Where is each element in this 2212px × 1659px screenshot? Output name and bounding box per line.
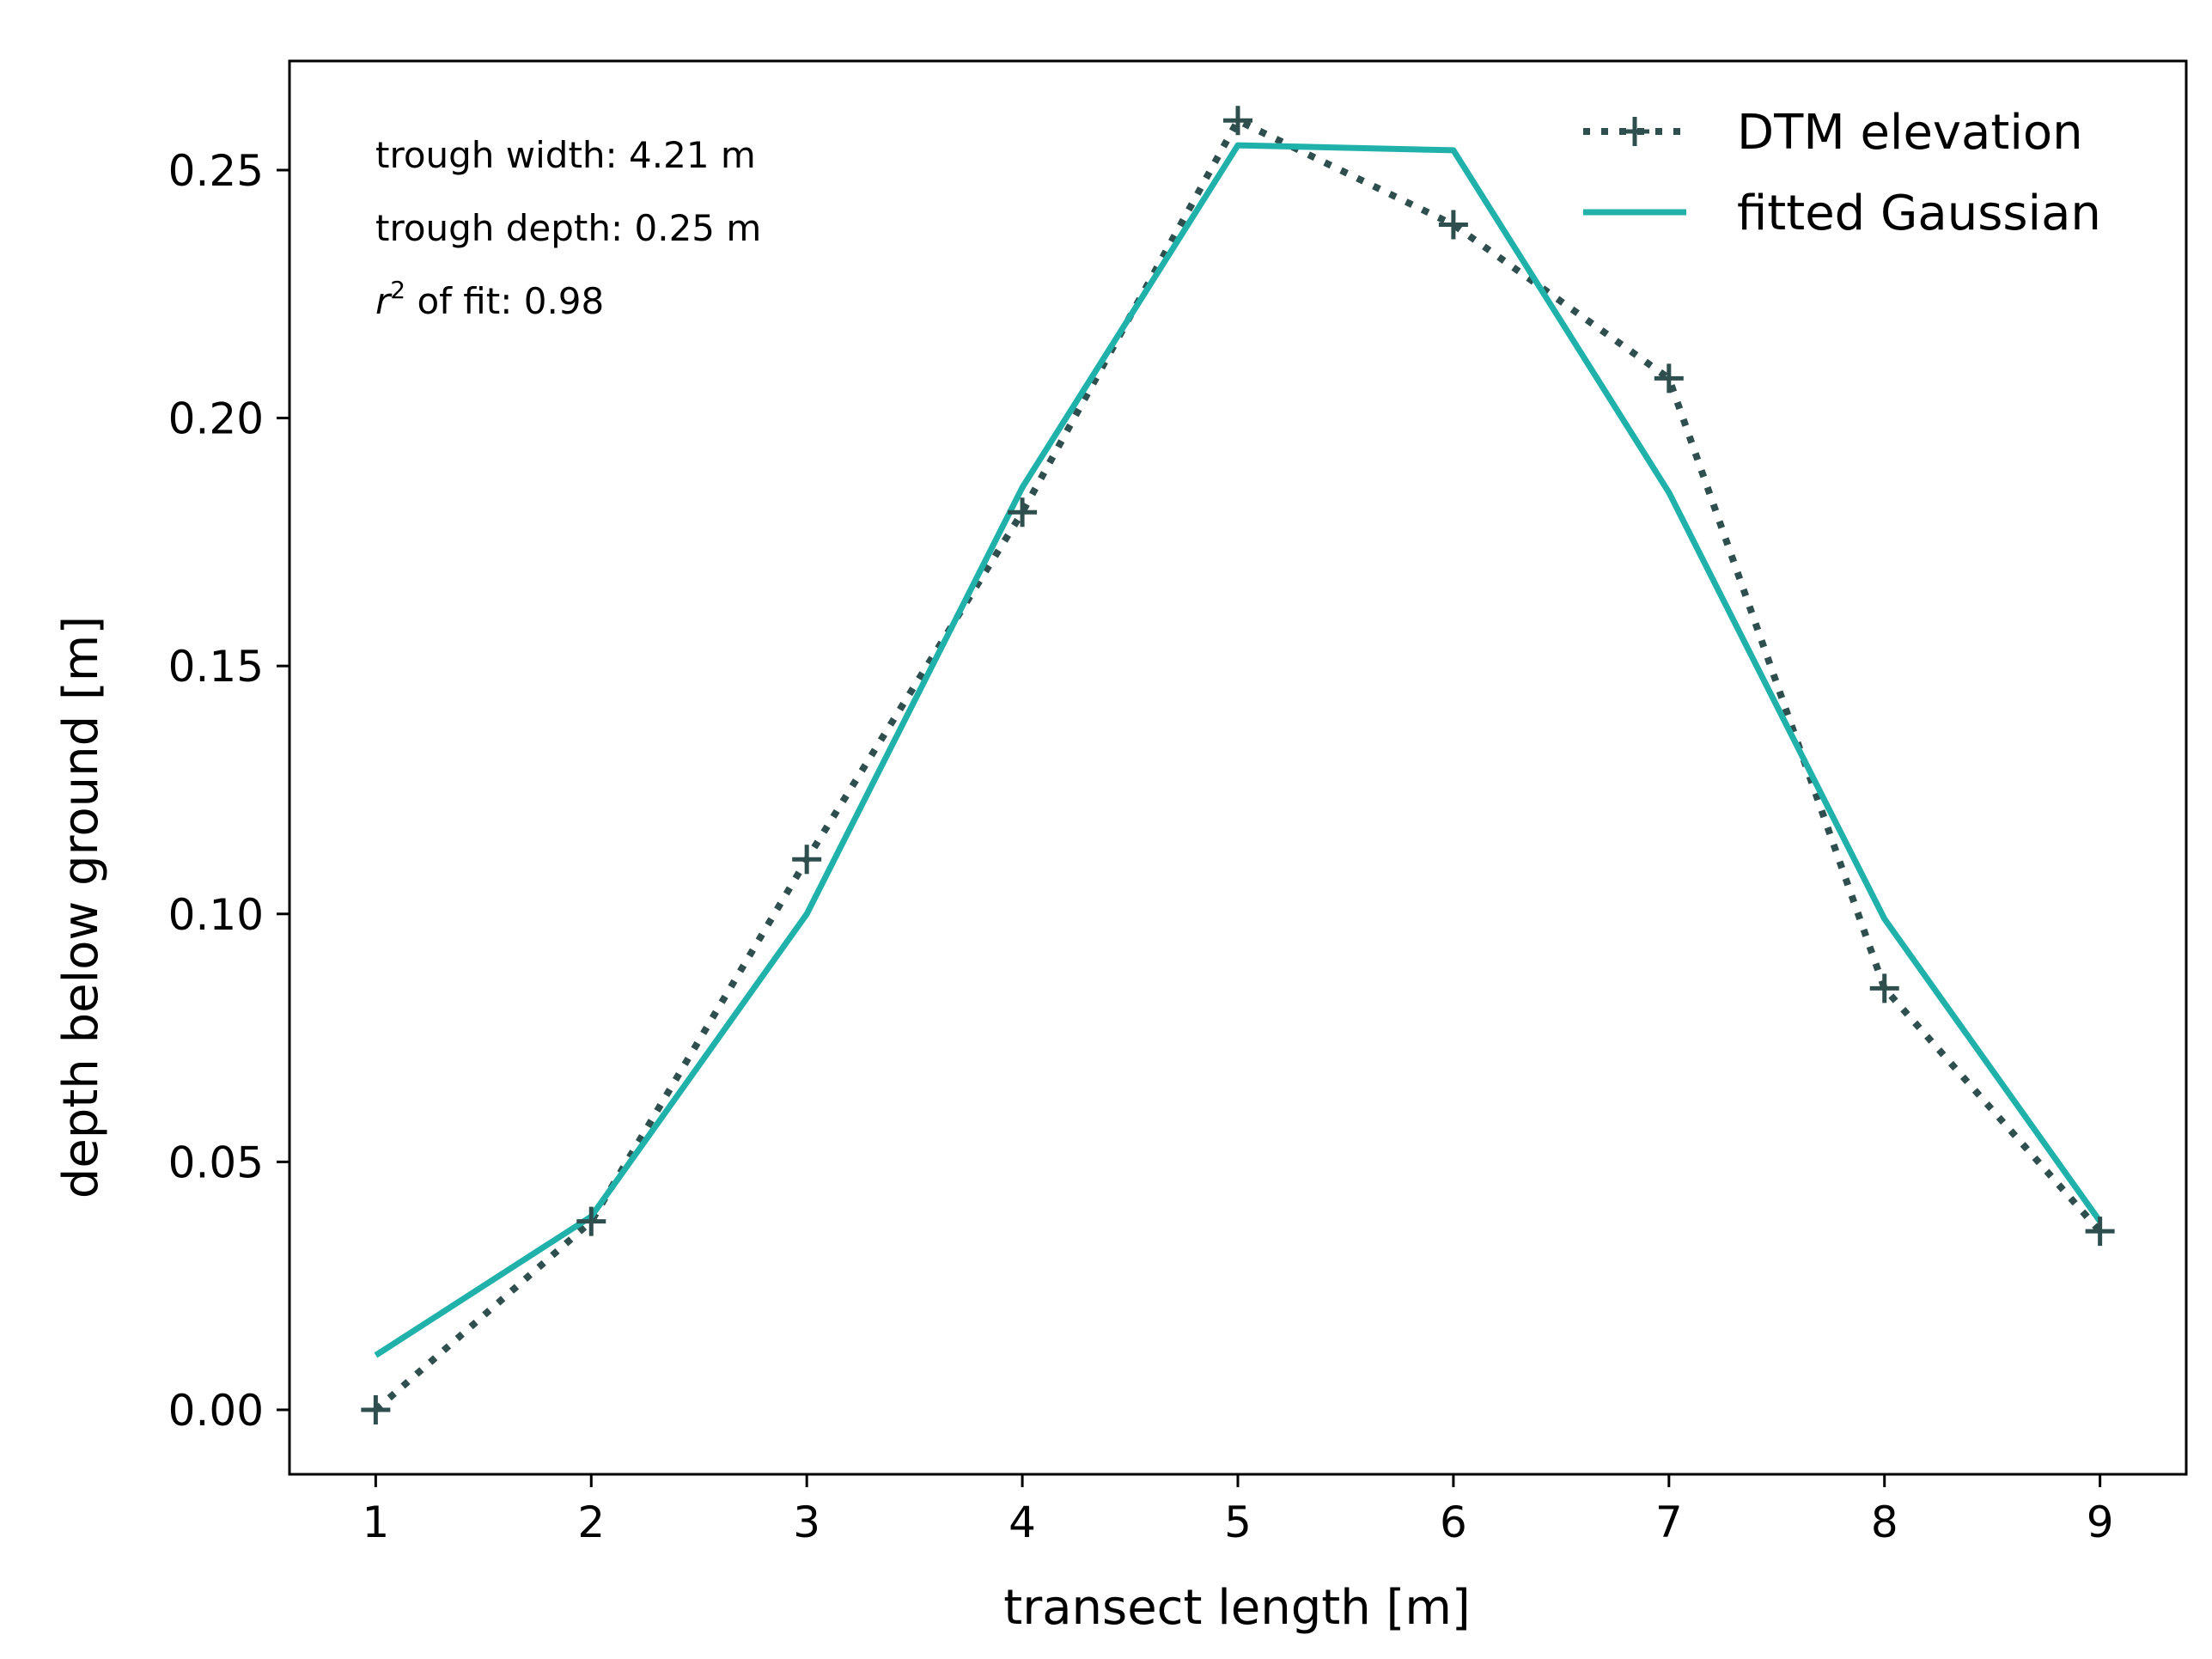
legend: DTM elevation fitted Gaussian <box>1583 105 2101 241</box>
legend-marker-dtm <box>1620 117 1649 146</box>
plot-layer <box>361 106 2115 1424</box>
x-tick-label: 4 <box>1009 1497 1036 1547</box>
axes-layer: 1 2 3 4 5 6 7 8 9 0.00 0.05 0.10 0.15 0.20 0.25 <box>168 59 2188 1547</box>
x-tick-label: 7 <box>1655 1497 1683 1547</box>
x-axis-label: transect length [m] <box>1003 1580 1471 1636</box>
x-tick-label: 9 <box>2087 1497 2114 1547</box>
r2-exponent: 2 <box>390 276 405 304</box>
y-axis-label: depth below ground [m] <box>53 616 109 1199</box>
series-line-fitted-gaussian <box>374 142 2103 1358</box>
y-tick-label: 0.10 <box>168 890 264 940</box>
dtm-point-marker <box>1869 973 1899 1003</box>
y-tick-label: 0.25 <box>168 146 264 196</box>
x-tick-label: 1 <box>362 1497 389 1547</box>
dtm-point-marker <box>1654 363 1684 393</box>
y-tick-label: 0.00 <box>168 1386 264 1436</box>
dtm-point-marker <box>1438 210 1468 240</box>
y-tick-label: 0.20 <box>168 394 264 444</box>
x-tick-label: 3 <box>793 1497 820 1547</box>
y-tick-label: 0.15 <box>168 642 264 692</box>
dtm-point-marker <box>576 1206 606 1236</box>
legend-label-gaussian: fitted Gaussian <box>1737 186 2101 241</box>
dtm-point-marker <box>1008 497 1038 528</box>
dtm-point-marker <box>792 845 822 875</box>
y-tick-label: 0.05 <box>168 1138 264 1187</box>
r2-rest: of fit: 0.98 <box>405 280 604 322</box>
annotation-r2: r2 of fit: 0.98 <box>375 276 604 322</box>
x-tick-label: 6 <box>1440 1497 1467 1547</box>
dtm-point-marker <box>1223 106 1252 136</box>
legend-label-dtm: DTM elevation <box>1737 105 2083 161</box>
annotation-trough-depth: trough depth: 0.25 m <box>375 207 761 249</box>
r2-symbol: r <box>375 280 393 322</box>
x-tick-label: 5 <box>1224 1497 1252 1547</box>
x-tick-label: 2 <box>577 1497 605 1547</box>
dtm-point-marker <box>361 1394 391 1424</box>
dtm-point-marker <box>2085 1217 2115 1247</box>
annotation-trough-width: trough width: 4.21 m <box>375 134 756 176</box>
x-tick-label: 8 <box>1871 1497 1898 1547</box>
